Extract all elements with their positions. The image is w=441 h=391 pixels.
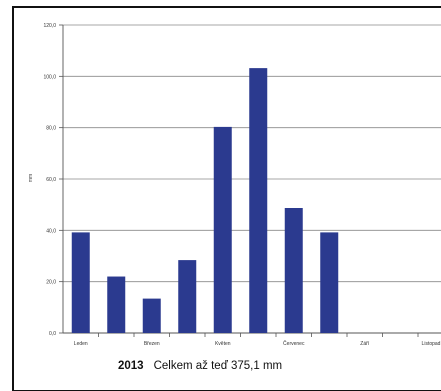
x-tick-labels: Leden Březen Květen Červenec Září Listopad <box>74 340 441 347</box>
y-tick-label: 0,0 <box>49 331 56 337</box>
y-tick-label: 120,0 <box>43 23 56 29</box>
bar <box>107 276 126 333</box>
bar <box>284 208 303 333</box>
x-tick-label: Květen <box>215 341 231 347</box>
y-tick-label: 60,0 <box>46 177 56 183</box>
x-tick-label: Červenec <box>283 340 305 347</box>
axes <box>59 24 441 337</box>
y-tick-label: 40,0 <box>46 228 56 234</box>
bar <box>320 232 339 333</box>
bar <box>142 298 161 333</box>
chart-title-text: Celkem až teď 375,1 mm <box>153 360 283 372</box>
bar <box>178 260 197 333</box>
bars <box>71 68 339 334</box>
bar <box>249 68 268 334</box>
y-tick-label: 20,0 <box>46 280 56 286</box>
bar <box>213 126 232 333</box>
y-tick-labels: 0,0 20,0 40,0 60,0 80,0 100,0 120,0 <box>43 23 56 337</box>
x-tick-label: Září <box>360 341 370 347</box>
chart-title-year: 2013 <box>118 360 144 372</box>
y-tick-label: 80,0 <box>46 126 56 132</box>
y-axis-label: mm <box>28 174 34 182</box>
x-tick-label: Březen <box>144 341 160 347</box>
x-tick-label: Listopad <box>422 341 441 347</box>
bar <box>71 232 90 333</box>
chart-title: 2013 Celkem až teď 375,1 mm <box>118 360 282 372</box>
y-tick-label: 100,0 <box>43 74 56 80</box>
x-tick-label: Leden <box>74 341 88 347</box>
